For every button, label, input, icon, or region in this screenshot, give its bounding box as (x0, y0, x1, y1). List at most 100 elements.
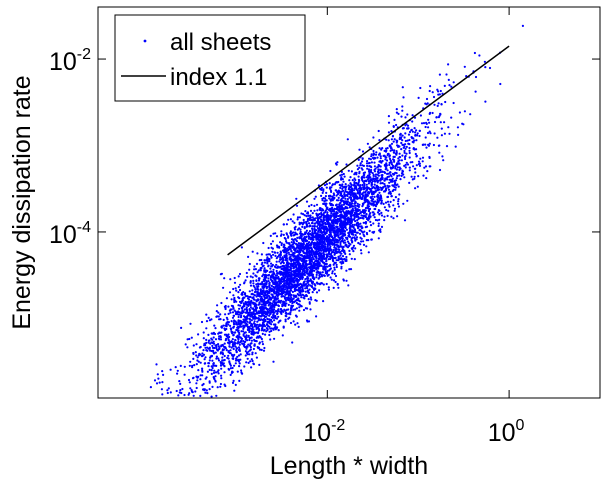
data-point (283, 284, 286, 287)
data-point (215, 357, 218, 360)
data-point (348, 229, 352, 232)
data-point (305, 200, 309, 203)
data-point (329, 226, 332, 229)
data-point (377, 129, 380, 133)
data-point (211, 385, 214, 388)
data-point (211, 366, 214, 370)
data-point (389, 190, 392, 193)
data-point (285, 223, 288, 226)
data-point (217, 311, 220, 314)
data-point (215, 355, 218, 358)
data-point (231, 343, 234, 346)
data-point (404, 163, 407, 166)
data-point (273, 281, 276, 284)
data-point (206, 392, 209, 395)
data-point (307, 298, 310, 301)
data-point (390, 163, 394, 166)
data-point (447, 126, 450, 129)
data-point (275, 235, 279, 238)
data-point (214, 379, 217, 382)
data-point (387, 188, 391, 191)
data-point (443, 121, 446, 124)
data-point (336, 230, 340, 234)
data-point (332, 224, 335, 227)
data-point (408, 149, 411, 152)
data-point (242, 310, 245, 313)
data-point (385, 138, 388, 141)
data-point (323, 248, 326, 251)
data-point (292, 277, 295, 280)
data-point (309, 308, 312, 311)
data-point (298, 309, 301, 312)
data-point (234, 312, 237, 316)
data-point (372, 200, 375, 203)
data-point (279, 282, 282, 285)
data-point (292, 320, 295, 323)
data-point (320, 186, 323, 189)
data-point (236, 334, 239, 337)
data-point (350, 233, 354, 236)
data-point (347, 211, 350, 214)
data-point (310, 285, 313, 288)
data-point (377, 237, 380, 240)
data-point (192, 344, 195, 347)
data-point (216, 304, 219, 307)
data-point (230, 330, 233, 333)
data-point (261, 343, 265, 346)
data-point (176, 369, 179, 372)
data-point (263, 267, 266, 270)
data-point (258, 342, 261, 345)
data-point (318, 276, 321, 279)
data-point (332, 210, 335, 213)
data-point (214, 338, 218, 341)
data-point (345, 194, 348, 197)
data-point (389, 171, 392, 174)
data-point (283, 269, 286, 272)
data-point (299, 228, 302, 231)
data-point (271, 240, 274, 243)
data-point (317, 263, 321, 267)
data-point (367, 210, 371, 213)
data-point (358, 203, 361, 206)
data-point (205, 338, 208, 341)
data-point (327, 273, 330, 276)
data-point (394, 152, 397, 155)
data-point (401, 143, 404, 146)
data-point (408, 143, 411, 146)
data-point (289, 285, 292, 288)
data-point (203, 389, 206, 392)
data-point (282, 290, 285, 293)
data-point (404, 147, 407, 150)
data-point (250, 327, 253, 330)
data-point (259, 306, 263, 309)
data-point (373, 207, 376, 211)
data-point (347, 188, 350, 191)
data-point (372, 178, 375, 181)
data-point (282, 300, 285, 304)
data-point (282, 310, 285, 313)
data-point (330, 235, 334, 238)
data-point (428, 112, 431, 115)
data-point (368, 208, 371, 211)
data-point (400, 141, 403, 145)
data-point (260, 318, 263, 321)
data-point (387, 139, 390, 142)
data-point (276, 246, 279, 249)
data-point (405, 161, 408, 164)
data-point (188, 364, 191, 367)
data-point (394, 186, 397, 189)
data-point (424, 143, 427, 146)
data-point (340, 236, 343, 239)
data-point (350, 199, 353, 202)
data-point (251, 359, 254, 363)
data-point (253, 294, 256, 297)
data-point (251, 250, 254, 253)
data-point (227, 357, 230, 360)
data-point (322, 202, 325, 205)
data-point (291, 298, 294, 301)
data-point (296, 322, 299, 325)
data-point (260, 348, 263, 351)
data-point (380, 201, 383, 204)
data-point (304, 278, 307, 281)
